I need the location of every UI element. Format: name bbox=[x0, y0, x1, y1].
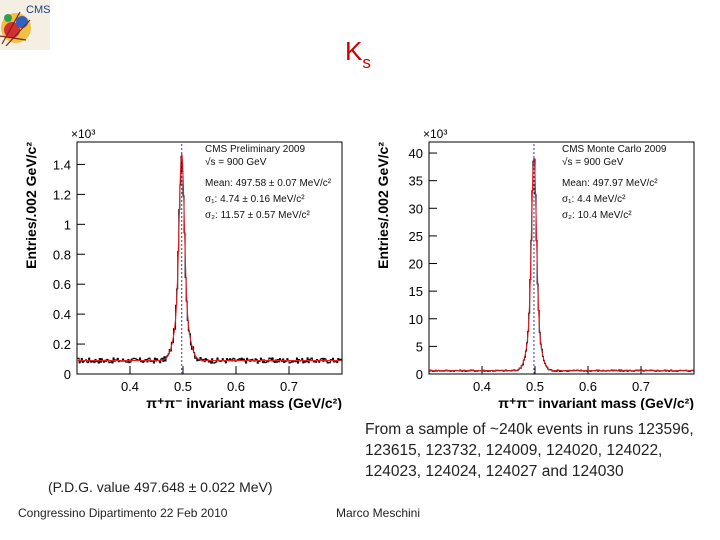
stats-annotation: σ₂: 10.4 MeV/c² bbox=[562, 210, 632, 221]
stats-annotation: σ₂: 11.57 ± 0.57 MeV/c² bbox=[205, 210, 311, 221]
logo-text: CMS bbox=[26, 4, 50, 16]
y-tick-label: 0.8 bbox=[53, 247, 71, 262]
footer-event: Congressino Dipartimento 22 Feb 2010 bbox=[18, 506, 228, 520]
y-tick-label: 0.2 bbox=[53, 337, 71, 352]
y-tick-label: 40 bbox=[409, 146, 423, 161]
stats-annotation: √s = 900 GeV bbox=[205, 156, 267, 168]
y-axis-label: Entries/.002 GeV/c² bbox=[23, 142, 39, 269]
stats-annotation: CMS Monte Carlo 2009 bbox=[562, 144, 667, 155]
y-tick-label: 0 bbox=[64, 367, 71, 382]
chart-svg-1: 0 5 10 15 20 25 30 35 40 0.4 0.5 0.6 0.7 ×10³ π⁺π⁻ inv… bbox=[375, 127, 695, 410]
y-multiplier: ×10³ bbox=[71, 127, 95, 141]
y-tick-label: 0.4 bbox=[53, 307, 71, 322]
chart-left: 0 0.2 0.4 0.6 0.8 1 1.2 1.4 0.4 0.5 0.6 0.7 ×10³ π⁺π⁻… bbox=[20, 120, 350, 410]
sample-note: From a sample of ~240k events in runs 12… bbox=[365, 421, 694, 480]
plot-frame bbox=[428, 141, 695, 375]
cms-logo: CMS bbox=[0, 0, 50, 50]
x-tick-label: 0.6 bbox=[579, 379, 597, 394]
y-tick-label: 10 bbox=[409, 312, 423, 327]
chart-svg-0: 0 0.2 0.4 0.6 0.8 1 1.2 1.4 0.4 0.5 0.6 0.7 ×10³ π⁺π⁻… bbox=[23, 127, 343, 410]
fit-curve bbox=[429, 158, 694, 372]
pdg-note: (P.D.G. value 497.648 ± 0.022 MeV) bbox=[48, 479, 273, 495]
x-tick-label: 0.4 bbox=[121, 379, 139, 394]
y-tick-label: 20 bbox=[409, 257, 423, 272]
stats-annotation: Mean: 497.97 MeV/c² bbox=[562, 178, 658, 189]
plot-frame bbox=[76, 141, 343, 375]
y-multiplier: ×10³ bbox=[423, 127, 447, 141]
x-tick-label: 0.7 bbox=[632, 379, 650, 394]
x-tick-label: 0.7 bbox=[280, 379, 298, 394]
stats-annotation: σ₁: 4.74 ± 0.16 MeV/c² bbox=[205, 194, 305, 205]
slide-title-sub: s bbox=[362, 53, 371, 72]
x-axis-label: π⁺π⁻ invariant mass (GeV/c²) bbox=[498, 395, 694, 410]
y-tick-label: 35 bbox=[409, 174, 423, 189]
slide-title-main: K bbox=[345, 36, 363, 66]
y-tick-label: 1.4 bbox=[53, 157, 71, 172]
y-tick-label: 15 bbox=[409, 284, 423, 299]
y-tick-label: 0.6 bbox=[53, 277, 71, 292]
x-tick-label: 0.4 bbox=[473, 379, 491, 394]
y-tick-label: 0 bbox=[416, 367, 423, 382]
stats-annotation: σ₁: 4.4 MeV/c² bbox=[562, 194, 626, 205]
stats-annotation: CMS Preliminary 2009 bbox=[205, 144, 305, 155]
fit-curve bbox=[77, 153, 342, 362]
x-tick-label: 0.5 bbox=[174, 379, 192, 394]
y-tick-label: 30 bbox=[409, 201, 423, 216]
y-tick-label: 5 bbox=[416, 339, 423, 354]
footer-author: Marco Meschini bbox=[336, 506, 421, 520]
y-axis-label: Entries/.002 GeV/c² bbox=[375, 142, 391, 269]
y-tick-label: 25 bbox=[409, 229, 423, 244]
x-axis-label: π⁺π⁻ invariant mass (GeV/c²) bbox=[146, 395, 342, 410]
chart-right: 0 5 10 15 20 25 30 35 40 0.4 0.5 0.6 0.7 ×10³ π⁺π⁻ inv… bbox=[372, 120, 702, 410]
stats-annotation: √s = 900 GeV bbox=[562, 156, 624, 168]
stats-annotation: Mean: 497.58 ± 0.07 MeV/c² bbox=[205, 178, 332, 189]
y-tick-label: 1 bbox=[64, 217, 71, 232]
x-tick-label: 0.5 bbox=[526, 379, 544, 394]
slide-title: Ks bbox=[345, 36, 371, 72]
y-tick-label: 1.2 bbox=[53, 187, 71, 202]
x-tick-label: 0.6 bbox=[227, 379, 245, 394]
